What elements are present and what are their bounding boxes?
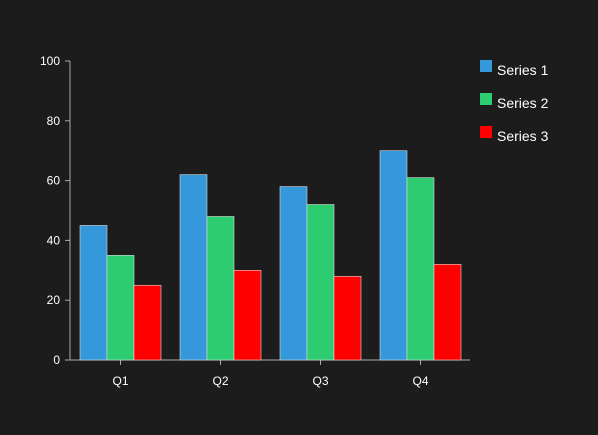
x-axis: Q1 Q2 Q3 Q4 bbox=[70, 359, 470, 388]
x-tick-label: Q1 bbox=[112, 374, 128, 388]
bar-series-3-q1 bbox=[133, 284, 162, 361]
legend-label: Series 2 bbox=[497, 95, 549, 111]
legend-label: Series 3 bbox=[497, 128, 549, 144]
y-tick-label: 60 bbox=[47, 174, 61, 188]
legend-swatch bbox=[480, 126, 492, 138]
bars bbox=[79, 150, 462, 361]
legend-label: Series 1 bbox=[497, 62, 549, 78]
bar-series-1-q2 bbox=[179, 174, 208, 361]
bar-series-3-q2 bbox=[233, 269, 262, 361]
x-tick-label: Q4 bbox=[412, 374, 428, 388]
bar-series-2-q3 bbox=[306, 204, 335, 361]
x-tick-label: Q2 bbox=[212, 374, 228, 388]
y-tick-label: 80 bbox=[47, 114, 61, 128]
bar-series-1-q1 bbox=[79, 225, 108, 361]
bar-series-1-q4 bbox=[379, 150, 408, 361]
y-axis: 0 20 40 60 80 100 bbox=[40, 54, 71, 367]
y-tick-label: 40 bbox=[47, 233, 61, 247]
bar-series-3-q3 bbox=[333, 275, 362, 361]
y-tick-label: 0 bbox=[53, 353, 60, 367]
bar-series-2-q4 bbox=[406, 177, 435, 361]
y-tick-label: 20 bbox=[47, 293, 61, 307]
bar-series-2-q2 bbox=[206, 216, 235, 361]
bar-series-1-q3 bbox=[279, 186, 308, 361]
legend-swatch bbox=[480, 60, 492, 72]
x-tick-label: Q3 bbox=[312, 374, 328, 388]
legend: Series 1 Series 2 Series 3 bbox=[480, 60, 549, 144]
y-tick-label: 100 bbox=[40, 54, 60, 68]
bar-series-2-q1 bbox=[106, 255, 135, 361]
legend-swatch bbox=[480, 93, 492, 105]
bar-series-3-q4 bbox=[433, 264, 462, 361]
